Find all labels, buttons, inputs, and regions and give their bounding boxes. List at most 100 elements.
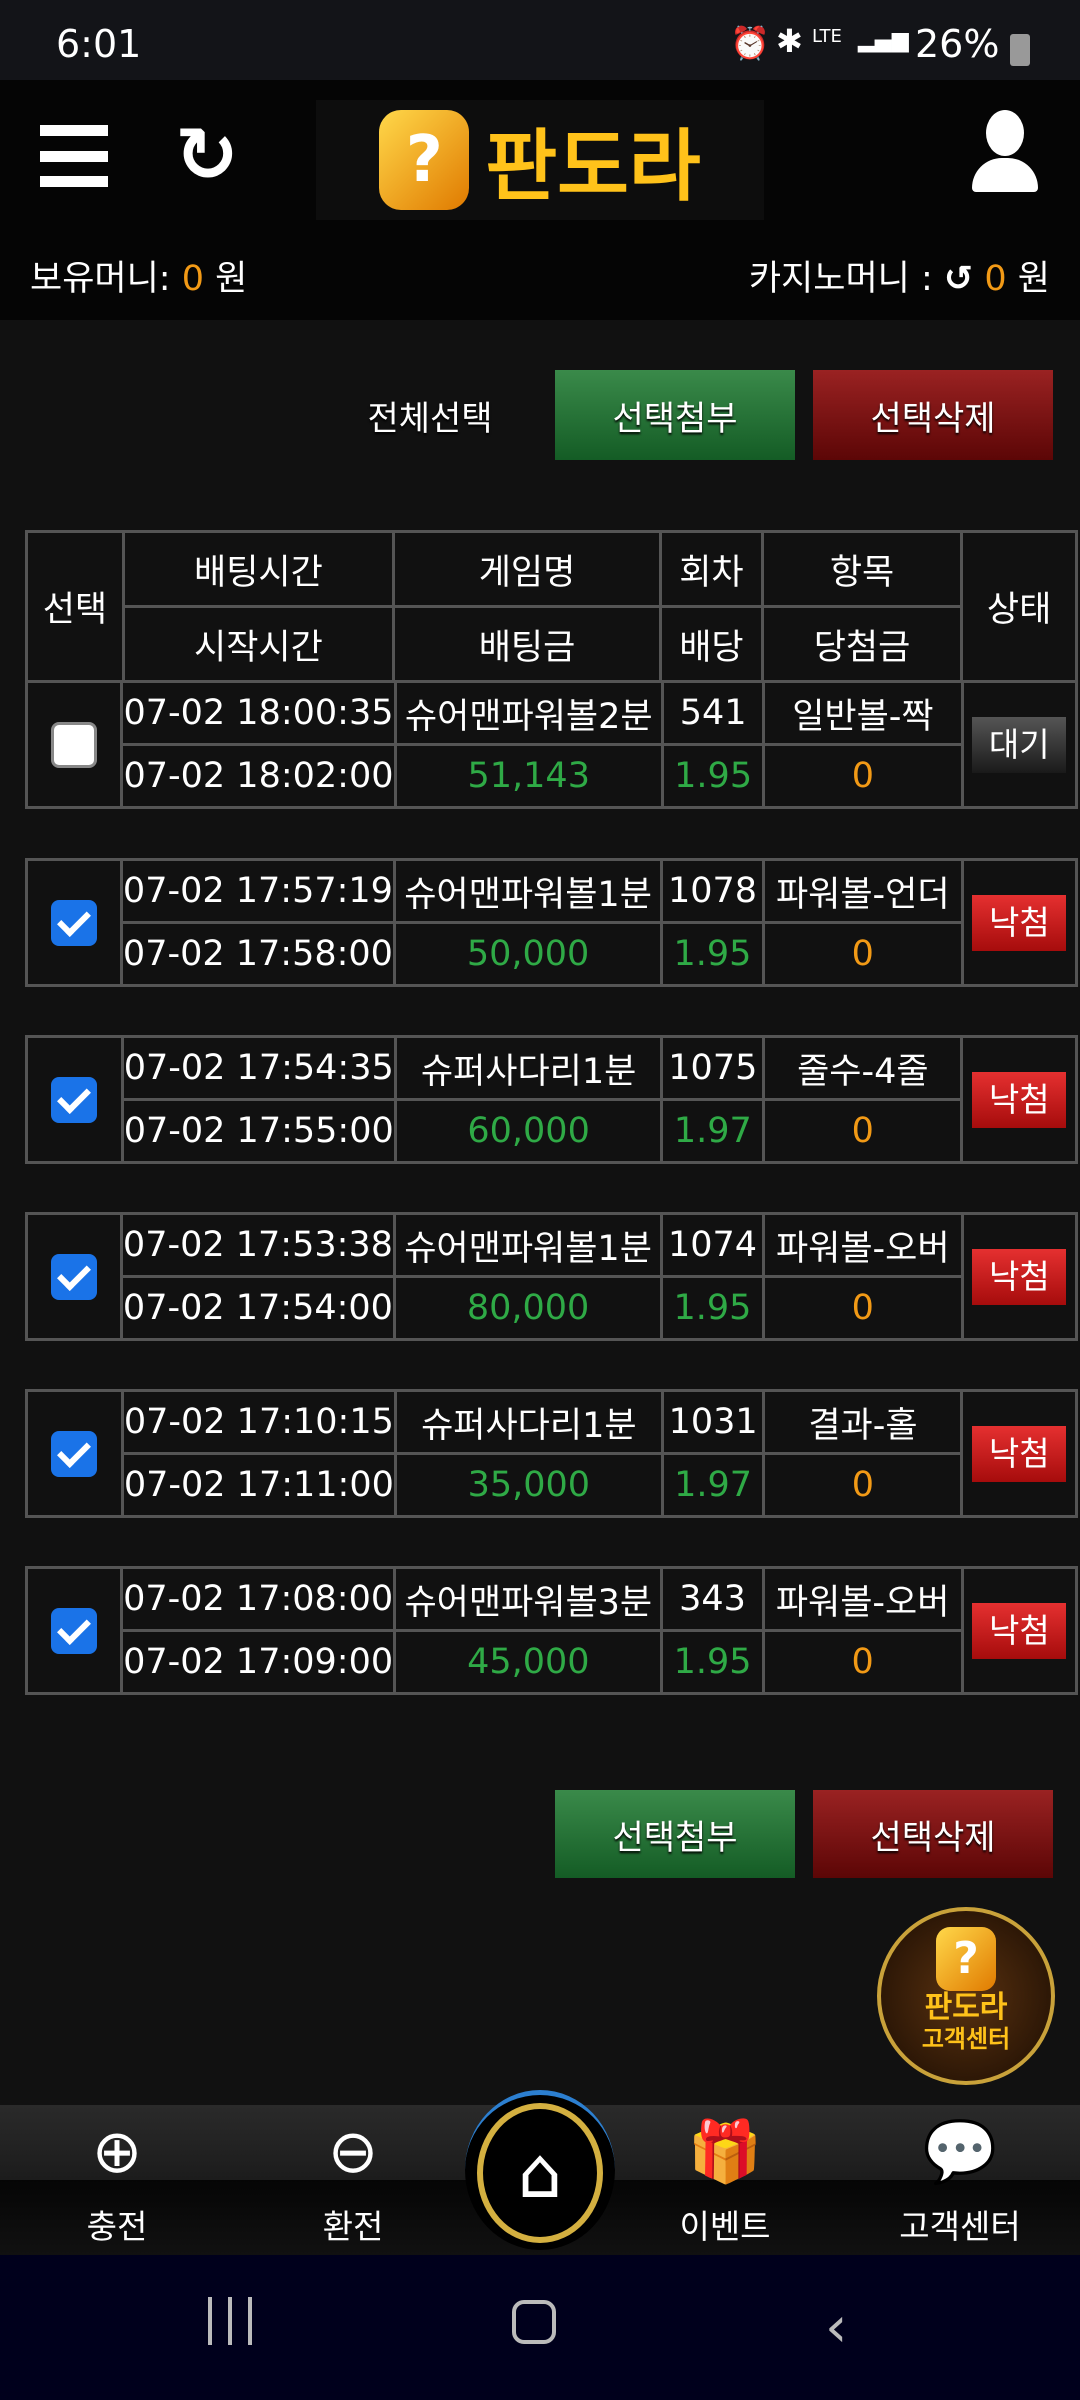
delete-selected-button[interactable]: 선택삭제 [813, 370, 1053, 460]
customer-center-floating-button[interactable]: ? 판도라 고객센터 [877, 1907, 1055, 2085]
signal-icon: ▂▄▆ [858, 28, 909, 53]
balance-label: 보유머니: [30, 259, 171, 299]
row-checkbox[interactable] [51, 1607, 98, 1654]
delete-selected-button-bottom[interactable]: 선택삭제 [813, 1790, 1053, 1878]
round: 541 [660, 680, 766, 746]
row-checkbox-cell[interactable] [25, 858, 123, 987]
refresh-icon[interactable]: ↻ [175, 110, 239, 199]
row-checkbox-cell[interactable] [24, 1566, 124, 1695]
win-amount: 0 [762, 1452, 964, 1518]
bet-time: 07-02 17:54:35 [120, 1035, 397, 1101]
balance-value: 0 [181, 259, 205, 299]
win-amount: 0 [761, 1275, 964, 1341]
status-cell: 낙첨 [960, 1035, 1078, 1164]
win-amount: 0 [761, 921, 964, 987]
status-badge: 대기 [972, 716, 1067, 773]
start-time: 07-02 17:54:00 [119, 1275, 396, 1341]
bet-amount: 60,000 [393, 1098, 664, 1164]
odds: 1.97 [660, 1452, 766, 1518]
attach-selected-button-bottom[interactable]: 선택첨부 [555, 1790, 795, 1878]
nav-home[interactable]: ⌂ [465, 2090, 615, 2250]
game-name: 슈어맨파워볼3분 [393, 1566, 664, 1632]
win-amount: 0 [762, 743, 964, 809]
floating-line1: 판도라 [924, 1990, 1008, 2025]
row-checkbox[interactable] [51, 721, 98, 768]
bet-row: 07-02 17:54:35 슈퍼사다리1분 1075 줄수-4줄 낙첨 07-02 17… [25, 1035, 1078, 1164]
row-checkbox-cell[interactable] [25, 1035, 124, 1164]
bet-item: 줄수-4줄 [762, 1035, 964, 1101]
bet-item: 파워볼-오버 [761, 1212, 964, 1278]
row-checkbox-cell[interactable] [25, 1212, 123, 1341]
balance: 보유머니: 0 원 [30, 250, 247, 301]
row-checkbox-cell[interactable] [25, 1389, 124, 1518]
row-checkbox[interactable] [50, 1253, 97, 1300]
odds: 1.97 [660, 1098, 766, 1164]
bet-row: 07-02 17:08:00 슈어맨파워볼3분 343 파워볼-오버 낙첨 07-02 1… [24, 1566, 1079, 1695]
floating-line2: 고객센터 [921, 2025, 1011, 2053]
menu-icon[interactable] [40, 125, 108, 187]
casino-value: 0 [984, 259, 1007, 299]
row-checkbox[interactable] [50, 899, 97, 946]
status-cell: 낙첨 [960, 1212, 1079, 1341]
start-time: 07-02 17:11:00 [120, 1452, 397, 1518]
row-checkbox-cell[interactable] [24, 680, 124, 809]
start-time: 07-02 18:02:00 [120, 743, 397, 809]
battery-percent: 26% [915, 22, 1000, 66]
casino-refresh-icon[interactable]: ↺ [943, 259, 974, 299]
bet-item: 파워볼-오버 [761, 1566, 964, 1632]
start-time: 07-02 17:09:00 [120, 1629, 397, 1695]
user-icon[interactable] [970, 110, 1040, 192]
nav-exchange[interactable]: ⊖ 환전 [253, 2105, 453, 2255]
nav-event[interactable]: 🎁 이벤트 [625, 2105, 825, 2255]
game-name: 슈어맨파워볼1분 [392, 1212, 664, 1278]
odds: 1.95 [660, 743, 766, 809]
piggy-plus-icon: ⊕ [91, 2117, 143, 2187]
header-game: 게임명 [392, 530, 663, 608]
bet-amount: 51,143 [393, 743, 664, 809]
round: 1075 [660, 1035, 766, 1101]
nav-label: 충전 [86, 2207, 148, 2246]
logo-text: 판도라 [485, 122, 701, 212]
recents-icon[interactable] [208, 2297, 252, 2345]
question-box-icon: ? [936, 1927, 996, 1991]
status-badge: 낙첨 [972, 1071, 1067, 1128]
bet-time: 07-02 17:53:38 [119, 1212, 396, 1278]
app-header: ↻ ? 판도라 보유머니: 0 원 카지노머니 : ↺ 0 원 [0, 80, 1080, 320]
header-status: 상태 [960, 530, 1078, 683]
nav-customer-center[interactable]: 💬 고객센터 [860, 2105, 1060, 2255]
status-cell: 낙첨 [960, 1566, 1079, 1695]
status-badge: 낙첨 [972, 1248, 1067, 1305]
game-name: 슈퍼사다리1분 [393, 1035, 664, 1101]
status-badge: 낙첨 [972, 1602, 1067, 1659]
win-amount: 0 [761, 1629, 964, 1695]
logo[interactable]: ? 판도라 [316, 100, 764, 220]
back-icon[interactable]: ‹ [825, 2295, 848, 2360]
attach-selected-button[interactable]: 선택첨부 [555, 370, 795, 460]
odds: 1.95 [660, 1629, 765, 1695]
bet-time: 07-02 17:57:19 [119, 858, 396, 924]
bet-item: 일반볼-짝 [762, 680, 964, 746]
odds: 1.95 [660, 921, 765, 987]
row-checkbox[interactable] [51, 1076, 98, 1123]
game-name: 슈어맨파워볼2분 [393, 680, 664, 746]
header-start-time: 시작시간 [121, 605, 396, 683]
header-select: 선택 [25, 530, 125, 683]
nav-charge[interactable]: ⊕ 충전 [17, 2105, 217, 2255]
row-checkbox[interactable] [51, 1430, 98, 1477]
select-all-button[interactable]: 전체선택 [367, 398, 493, 439]
casino-label: 카지노머니 : [748, 259, 933, 299]
round: 1074 [660, 1212, 765, 1278]
status-badge: 낙첨 [972, 1425, 1067, 1482]
casino-unit: 원 [1017, 259, 1050, 299]
status-cell: 낙첨 [960, 1389, 1078, 1518]
home-system-icon[interactable] [512, 2300, 556, 2344]
header-item: 항목 [760, 530, 964, 608]
round: 1031 [660, 1389, 766, 1455]
header-round: 회차 [659, 530, 764, 608]
round: 343 [660, 1566, 765, 1632]
bet-amount: 80,000 [392, 1275, 664, 1341]
bet-amount: 50,000 [392, 921, 664, 987]
home-icon: ⌂ [477, 2102, 603, 2243]
network-type: LTE [812, 26, 842, 47]
battery-icon [1010, 34, 1030, 66]
